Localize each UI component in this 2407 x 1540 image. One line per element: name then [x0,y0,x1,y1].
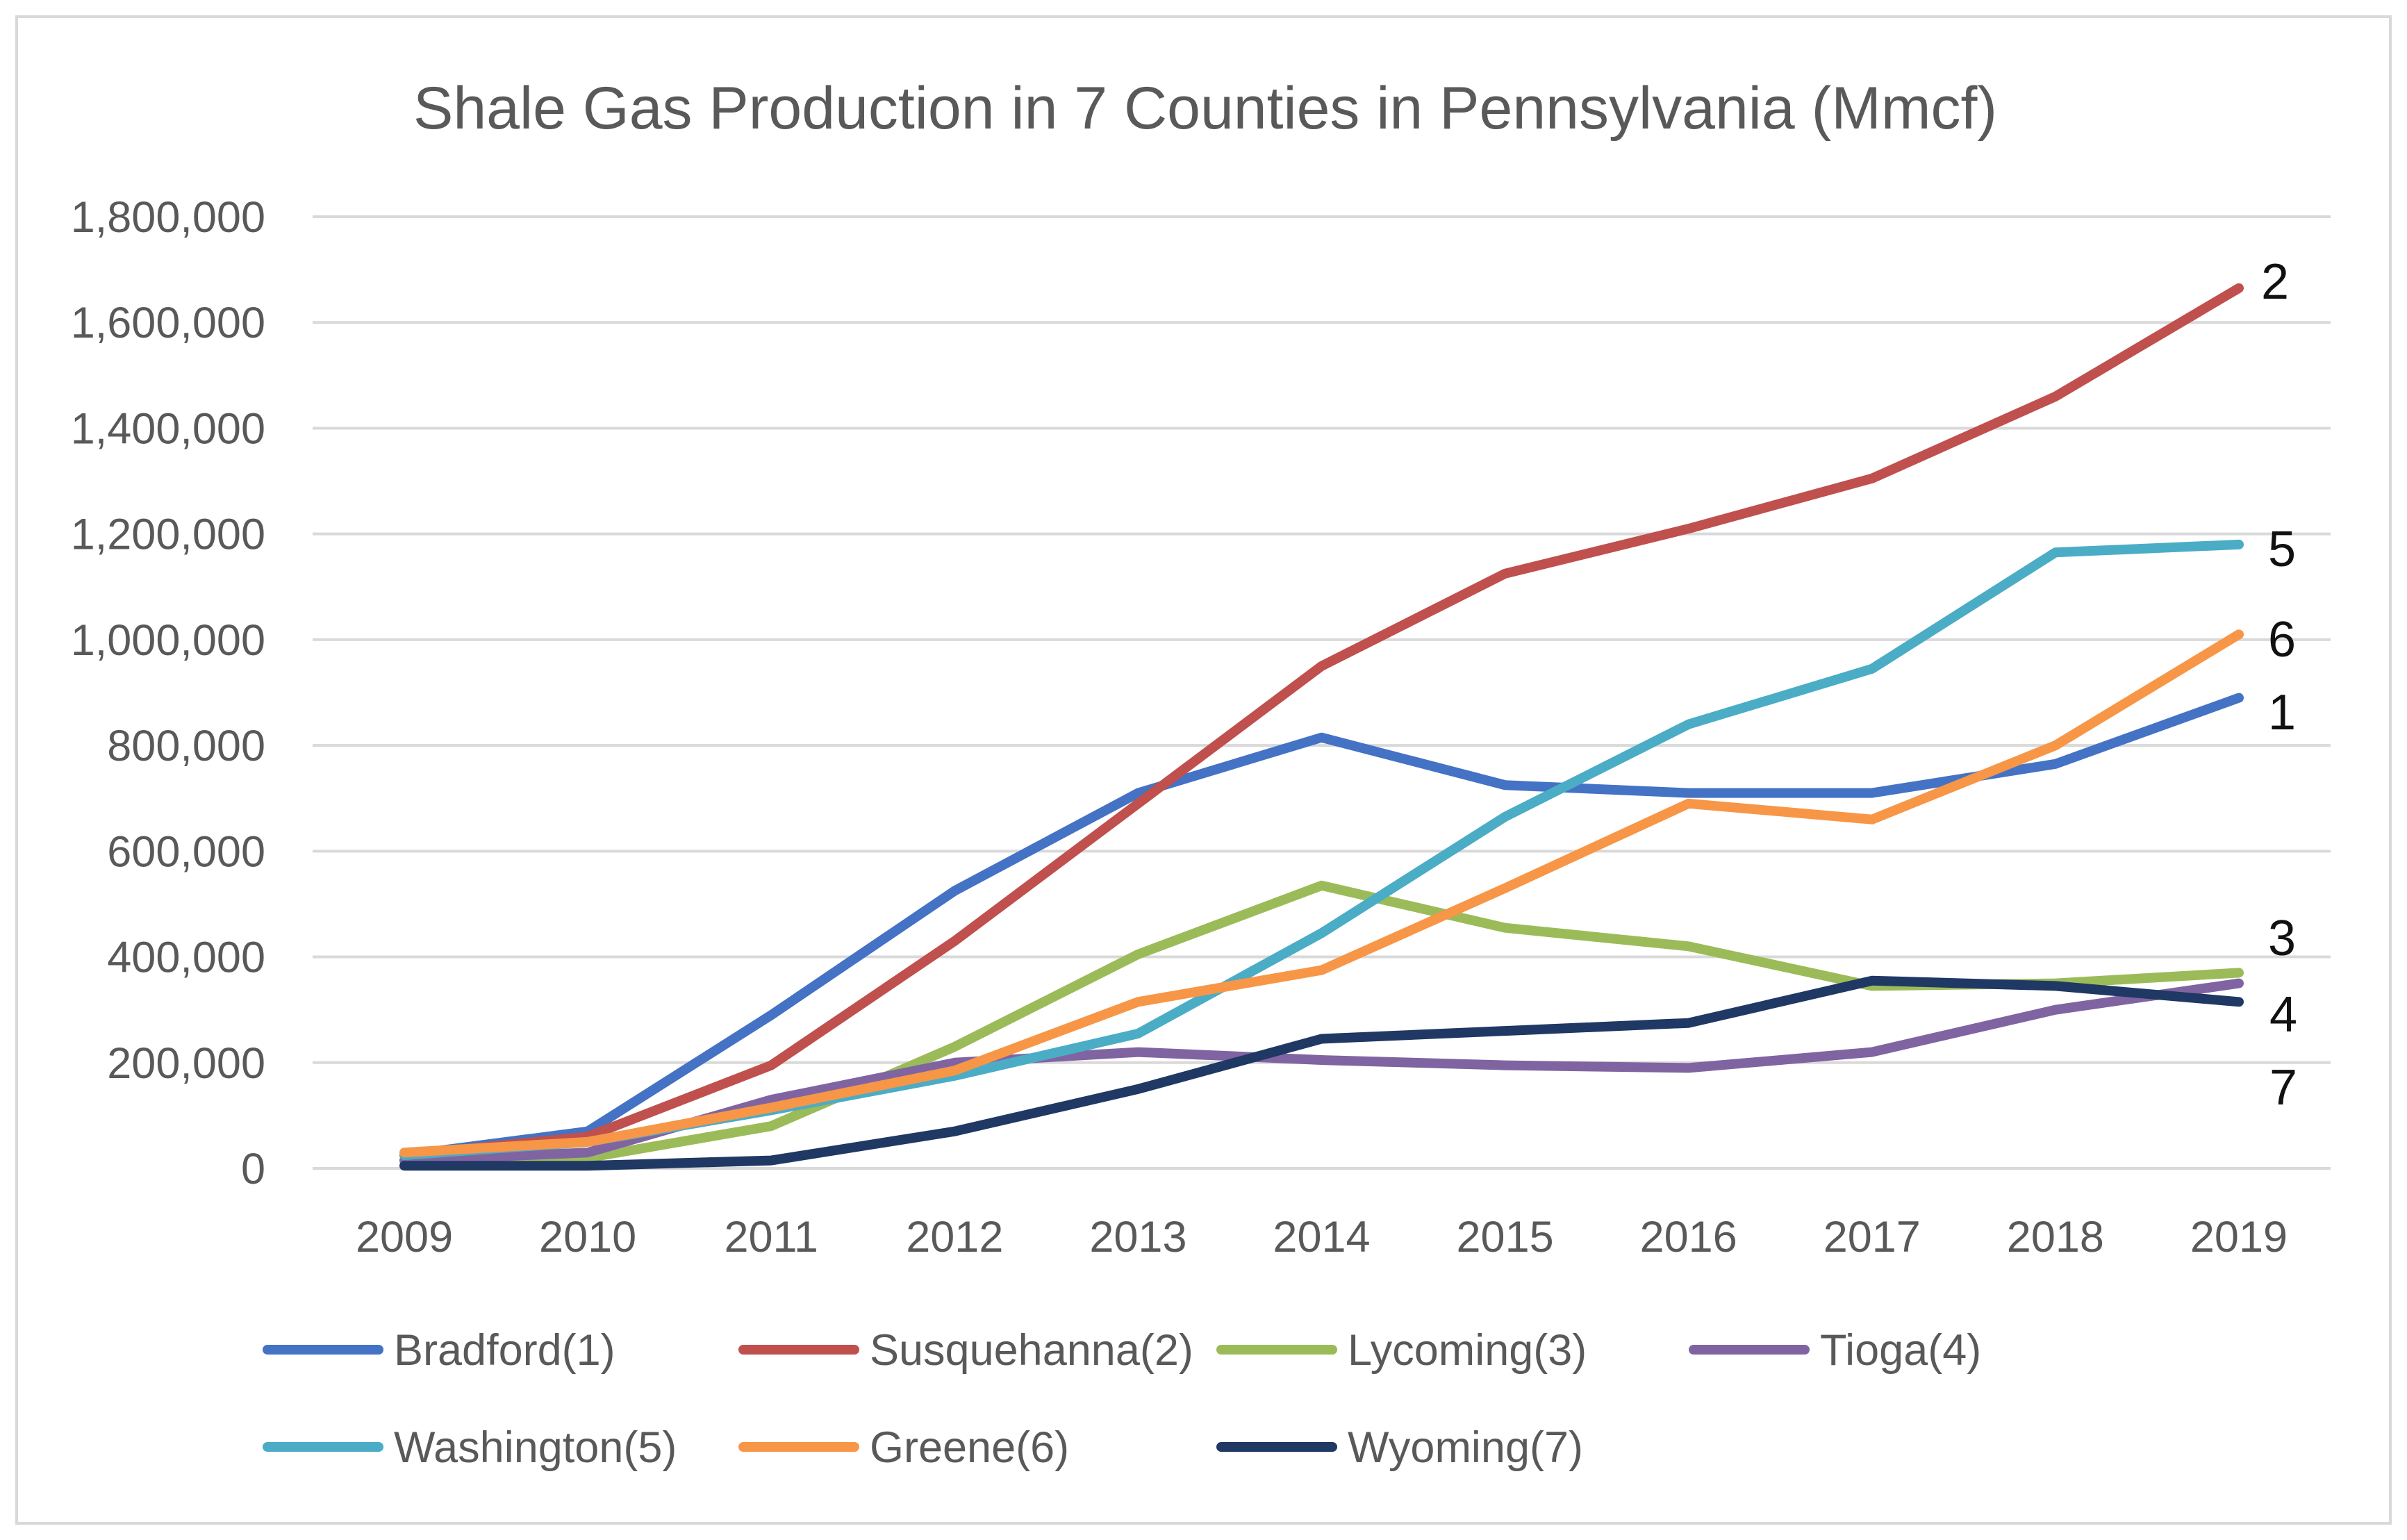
end-label-2: 2 [2261,254,2289,310]
x-tick-label: 2016 [1640,1213,1737,1261]
series-layer [399,283,2244,1171]
x-tick-label: 2019 [2190,1213,2288,1261]
y-tick-label: 600,000 [107,827,265,876]
grid-layer [313,215,2331,1170]
x-tick-label: 2017 [1823,1213,1921,1261]
end-label-1: 1 [2268,685,2296,740]
y-tick-label: 1,000,000 [71,616,265,665]
end-label-7: 7 [2269,1060,2297,1116]
end-label-4: 4 [2269,987,2297,1043]
y-tick-label: 200,000 [107,1039,265,1088]
legend-label: Susquehanna(2) [870,1326,1193,1375]
y-tick-label: 800,000 [107,722,265,770]
series-line-2 [399,283,2244,1160]
y-tick-label: 0 [241,1145,265,1193]
y-tick-label: 1,400,000 [71,404,265,453]
end-label-6: 6 [2268,612,2296,668]
legend: Bradford(1) Susquehanna(2) Lycoming(3) Tiog… [263,1326,1981,1472]
y-axis: 0 200,000 400,000 600,000 800,000 1,000,000 1,… [71,193,265,1193]
x-tick-label: 2010 [539,1213,636,1261]
x-tick-label: 2009 [356,1213,453,1261]
x-tick-label: 2014 [1273,1213,1370,1261]
x-tick-label: 2011 [724,1213,818,1261]
series-line-3 [399,880,2244,1166]
x-tick-label: 2013 [1089,1213,1186,1261]
legend-label: Tioga(4) [1820,1326,1981,1375]
series-line-6 [399,629,2244,1158]
end-labels: 1 2 3 4 5 6 7 [2261,254,2297,1116]
y-tick-label: 1,800,000 [71,193,265,242]
x-axis: 2009 2010 2011 2012 2013 2014 2015 2016 2017 2018… [356,1213,2288,1261]
end-label-5: 5 [2268,522,2296,577]
legend-label: Washington(5) [394,1423,677,1472]
legend-label: Greene(6) [870,1423,1069,1472]
x-tick-label: 2015 [1457,1213,1554,1261]
x-tick-label: 2012 [906,1213,1003,1261]
y-tick-label: 1,200,000 [71,511,265,559]
series-line-7 [399,975,2244,1171]
legend-label: Bradford(1) [394,1326,615,1375]
x-tick-label: 2018 [2007,1213,2104,1261]
series-line-1 [399,693,2244,1160]
legend-label: Lycoming(3) [1348,1326,1587,1375]
y-tick-label: 400,000 [107,934,265,982]
end-label-3: 3 [2268,911,2296,966]
legend-label: Wyoming(7) [1348,1423,1583,1472]
chart-title: Shale Gas Production in 7 Counties in Pe… [413,75,1997,142]
y-tick-label: 1,600,000 [71,299,265,347]
